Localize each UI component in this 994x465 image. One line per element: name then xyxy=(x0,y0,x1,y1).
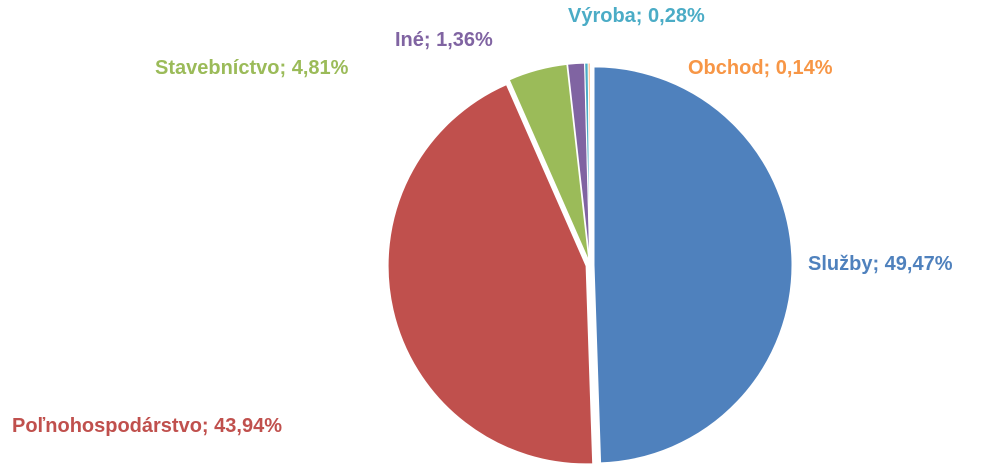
pie-slice xyxy=(587,62,591,262)
data-label: Stavebníctvo; 4,81% xyxy=(155,57,349,79)
pie-slice xyxy=(593,66,793,464)
data-label: Služby; 49,47% xyxy=(808,253,953,275)
data-label: Poľnohospodárstvo; 43,94% xyxy=(12,415,282,437)
pie-slice xyxy=(387,83,594,465)
data-label: Výroba; 0,28% xyxy=(568,5,705,27)
pie-slice xyxy=(508,63,590,262)
data-label: Iné; 1,36% xyxy=(395,29,493,51)
data-label: Obchod; 0,14% xyxy=(688,57,833,79)
